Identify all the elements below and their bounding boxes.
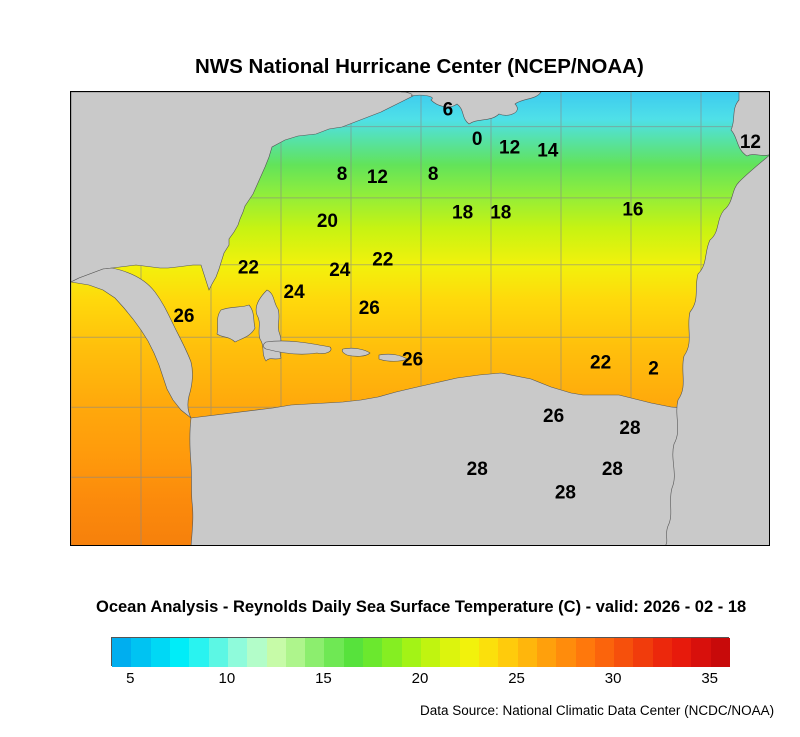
svg-text:14: 14 [537, 141, 559, 162]
svg-text:24: 24 [284, 282, 306, 303]
svg-text:28: 28 [602, 459, 623, 480]
svg-text:6: 6 [443, 100, 454, 121]
svg-text:26: 26 [543, 406, 564, 427]
svg-text:26: 26 [402, 350, 423, 371]
svg-text:26: 26 [173, 306, 194, 327]
svg-text:12: 12 [499, 138, 520, 159]
svg-text:22: 22 [238, 258, 259, 279]
svg-text:18: 18 [452, 202, 473, 223]
svg-text:24: 24 [329, 260, 351, 281]
svg-text:28: 28 [555, 483, 576, 504]
svg-text:28: 28 [619, 418, 640, 439]
svg-text:8: 8 [337, 164, 348, 185]
svg-text:22: 22 [372, 250, 393, 271]
svg-text:18: 18 [490, 202, 511, 223]
svg-text:26: 26 [359, 298, 380, 319]
svg-text:8: 8 [428, 164, 439, 185]
svg-text:2: 2 [648, 358, 659, 379]
svg-text:20: 20 [317, 211, 338, 232]
svg-text:22: 22 [590, 353, 611, 374]
svg-text:16: 16 [622, 199, 643, 220]
svg-text:12: 12 [740, 132, 761, 153]
svg-text:12: 12 [367, 167, 388, 188]
svg-text:0: 0 [472, 129, 483, 150]
svg-text:28: 28 [467, 459, 488, 480]
